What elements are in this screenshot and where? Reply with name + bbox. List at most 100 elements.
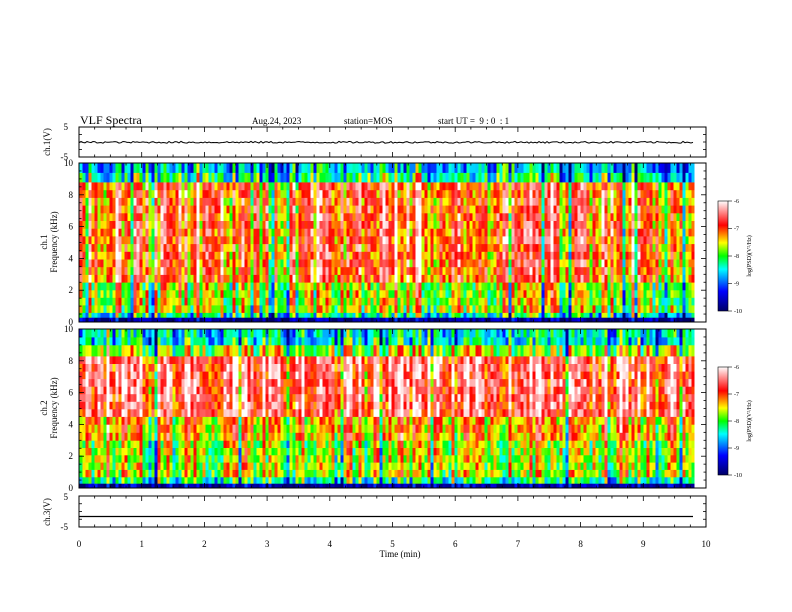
- ch1-spectrogram-cell: [529, 251, 533, 260]
- ch1-spectrogram-cell: [442, 212, 446, 221]
- ch1-spectrogram-cell: [487, 266, 491, 275]
- ch1-spectrogram-cell: [451, 205, 455, 214]
- ch1-spectrogram-cell: [181, 251, 185, 260]
- ch1-spectrogram-cell: [163, 282, 167, 291]
- ch1-spectrogram-cell: [388, 259, 392, 268]
- ch1-spectrogram-cell: [244, 220, 248, 229]
- ch1-spectrogram-cell: [250, 197, 254, 206]
- ch1-spectrogram-cell: [109, 317, 113, 323]
- ch1-spectrogram-cell: [385, 317, 389, 323]
- ch1-spectrogram-cell: [310, 289, 314, 298]
- ch1-spectrogram-cell: [232, 259, 236, 268]
- ch1-spectrogram-cell: [565, 251, 569, 260]
- ch2-spectrogram-cell: [85, 363, 89, 372]
- ch1-spectrogram-cell: [679, 228, 683, 237]
- ch1-spectrogram-cell: [358, 266, 362, 275]
- ch1-spectrogram-cell: [481, 228, 485, 237]
- ch1-spectrogram-cell: [388, 312, 392, 318]
- ch1-spectrogram-cell: [379, 182, 383, 191]
- ch1-spectrogram-cell: [139, 212, 143, 221]
- ch1-spectrogram-cell: [334, 266, 338, 275]
- ch1-spectrogram-cell: [673, 172, 677, 183]
- ch1-spectrogram-cell: [367, 243, 371, 252]
- ch1-spectrogram-cell: [214, 220, 218, 229]
- ch1-spectrogram-cell: [427, 197, 431, 206]
- ch1-spectrogram-cell: [466, 236, 470, 245]
- ch1-spectrogram-cell: [109, 304, 113, 313]
- ch1-spectrogram-cell: [85, 251, 89, 260]
- ch1-spectrogram-cell: [331, 243, 335, 252]
- ch1-spectrogram-cell: [466, 312, 470, 318]
- ch1-spectrogram-cell: [346, 317, 350, 323]
- ch1-spectrogram-cell: [187, 266, 191, 275]
- ch2-spectrogram-cell: [133, 416, 137, 425]
- ch1-spectrogram-cell: [535, 259, 539, 268]
- ch1-spectrogram-cell: [121, 236, 125, 245]
- ch1-spectrogram-cell: [469, 274, 473, 283]
- ch1-spectrogram-cell: [436, 266, 440, 275]
- ch1-spectrogram-cell: [262, 243, 266, 252]
- ch1-spectrogram-cell: [526, 212, 530, 221]
- ch1-spectrogram-cell: [91, 220, 95, 229]
- ch2-spectrogram-cell: [112, 476, 116, 484]
- ch1-spectrogram-cell: [469, 282, 473, 291]
- ch1-spectrogram-cell: [385, 259, 389, 268]
- ch1-spectrogram-cell: [439, 163, 443, 173]
- ch1-spectrogram-cell: [133, 297, 137, 306]
- ch1-spectrogram-cell: [139, 274, 143, 283]
- ch1-spectrogram-cell: [118, 289, 122, 298]
- ch1-spectrogram-cell: [202, 297, 206, 306]
- ch1-spectrogram-cell: [217, 282, 221, 291]
- ch1-spectrogram-cell: [307, 182, 311, 191]
- ch1-spectrogram-cell: [304, 243, 308, 252]
- ch1-spectrogram-cell: [151, 197, 155, 206]
- ch1-spectrogram-cell: [433, 243, 437, 252]
- ch1-spectrogram-cell: [118, 220, 122, 229]
- ch1-spectrogram-cell: [247, 304, 251, 313]
- ch1-spectrogram-cell: [184, 220, 188, 229]
- ch1-spectrogram-cell: [280, 205, 284, 214]
- ch1-spectrogram-cell: [391, 251, 395, 260]
- ch1-spectrogram-cell: [487, 297, 491, 306]
- ch1-spectrogram-cell: [256, 317, 260, 323]
- ch1-spectrogram-cell: [79, 289, 83, 298]
- ch2-spectrogram-cell: [100, 408, 104, 417]
- ch1-spectrogram-cell: [97, 259, 101, 268]
- ch1-spectrogram-cell: [514, 189, 518, 198]
- ch1-spectrogram-cell: [298, 236, 302, 245]
- ch1-spectrogram-cell: [475, 312, 479, 318]
- ch1-spectrogram-cell: [610, 228, 614, 237]
- ch1-spectrogram-cell: [379, 297, 383, 306]
- ch1-spectrogram-cell: [103, 282, 107, 291]
- ch1-spectrogram-cell: [580, 312, 584, 318]
- ch1-spectrogram-cell: [361, 228, 365, 237]
- ch1-spectrogram-cell: [106, 282, 110, 291]
- ch2-spectrogram-cell: [85, 454, 89, 463]
- ch1-spectrogram-cell: [589, 259, 593, 268]
- ch1-spectrogram-cell: [580, 220, 584, 229]
- ch1-spectrogram-cell: [667, 317, 671, 323]
- ch1-spectrogram-cell: [619, 297, 623, 306]
- ch2-spectrogram-cell: [88, 440, 92, 448]
- ch2-spectrogram-cell: [103, 337, 107, 346]
- ch2-spectrogram-cell: [100, 356, 104, 364]
- ch1-spectrogram-cell: [259, 282, 263, 291]
- ch2-spectrogram-cell: [88, 344, 92, 357]
- ch1-spectrogram-cell: [274, 312, 278, 318]
- ch1-spectrogram-cell: [607, 182, 611, 191]
- ch1-spectrogram-cell: [565, 220, 569, 229]
- ch1-spectrogram-cell: [379, 274, 383, 283]
- ch1-spectrogram-cell: [121, 251, 125, 260]
- ch1-spectrogram-cell: [178, 220, 182, 229]
- ch1-spectrogram-cell: [478, 317, 482, 323]
- ch1-spectrogram-cell: [157, 289, 161, 298]
- ch1-spectrogram-cell: [91, 251, 95, 260]
- ch1-spectrogram-cell: [523, 251, 527, 260]
- ch1-spectrogram-cell: [223, 163, 227, 173]
- ch1-spectrogram-cell: [526, 259, 530, 268]
- ch1-spectrogram-cell: [670, 312, 674, 318]
- ch1-spectrogram-cell: [421, 289, 425, 298]
- ch1-spectrogram-cell: [352, 297, 356, 306]
- ch1-spectrogram-cell: [169, 163, 173, 173]
